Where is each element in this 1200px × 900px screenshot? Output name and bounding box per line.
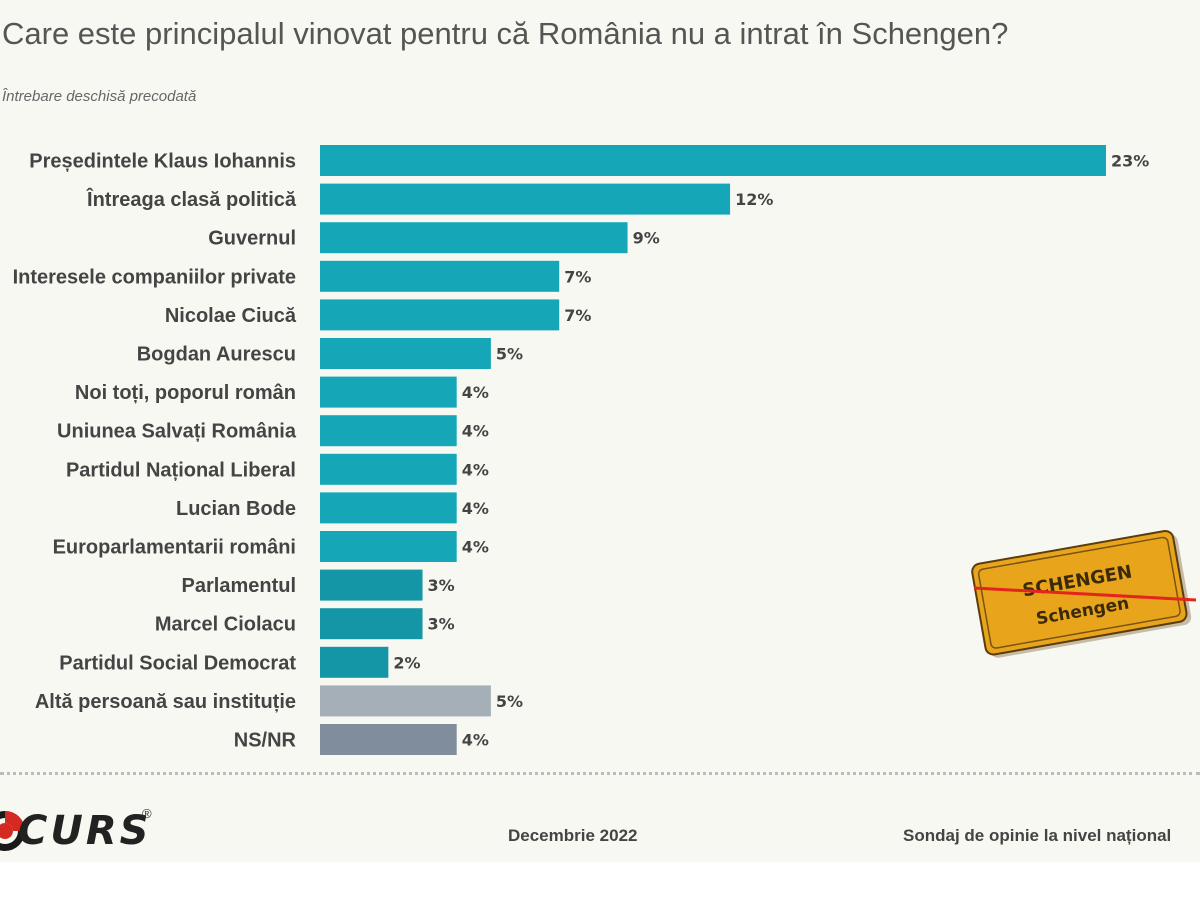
bar (320, 724, 457, 755)
bar (320, 145, 1106, 176)
value-label: 7% (564, 267, 591, 286)
bar (320, 685, 491, 717)
chart-subtitle: Întrebare deschisă precodată (2, 88, 197, 105)
category-label: Președintele Klaus Iohannis (29, 151, 296, 173)
bar (320, 376, 457, 408)
registered-mark: ® (142, 806, 152, 821)
bar (320, 183, 731, 215)
value-label: 23% (1111, 152, 1149, 171)
category-label: Bogdan Aurescu (137, 344, 296, 366)
bar (320, 646, 389, 678)
category-label: Altă persoană sau instituție (35, 691, 296, 713)
value-label: 4% (462, 422, 489, 441)
bar (320, 492, 457, 524)
category-label: Lucian Bode (176, 498, 296, 520)
bar (320, 415, 457, 447)
category-label: Guvernul (208, 228, 296, 250)
footer-note: Sondaj de opinie la nivel național (903, 826, 1172, 845)
category-label: Partidul Național Liberal (66, 459, 296, 481)
bar (320, 569, 423, 601)
category-label: Uniunea Salvați România (57, 421, 297, 443)
bar (320, 453, 457, 485)
category-label: Marcel Ciolacu (155, 614, 296, 636)
sign-strike-line (973, 586, 1197, 602)
slide: Care este principalul vinovat pentru că … (0, 0, 1200, 862)
category-label: Întreaga clasă politică (86, 187, 297, 211)
chart-title: Care este principalul vinovat pentru că … (2, 16, 1009, 51)
bar (320, 299, 560, 331)
footer-divider (0, 772, 1200, 775)
category-label: Partidul Social Democrat (59, 652, 296, 674)
bar (320, 260, 560, 292)
bar (320, 222, 628, 254)
value-label: 9% (633, 229, 660, 248)
category-label: NS/NR (234, 730, 297, 752)
value-label: 5% (496, 345, 523, 364)
category-label: Nicolae Ciucă (165, 305, 297, 327)
value-label: 3% (428, 576, 455, 595)
value-label: 3% (428, 615, 455, 634)
bar (320, 338, 491, 369)
value-label: 4% (462, 731, 489, 750)
footer-date: Decembrie 2022 (508, 826, 638, 845)
bar-chart: Președintele Klaus Iohannis 23% Întreaga c… (13, 145, 1149, 755)
value-label: 2% (393, 653, 420, 672)
value-label: 4% (462, 499, 489, 518)
category-label: Interesele companiilor private (13, 266, 296, 288)
category-label: Europarlamentarii români (53, 537, 296, 559)
category-label: Parlamentul (182, 575, 296, 597)
value-label: 4% (462, 460, 489, 479)
bar (320, 608, 423, 640)
value-label: 4% (462, 538, 489, 557)
category-label: Noi toți, poporul român (75, 382, 296, 404)
curs-logo-text: CURS (18, 808, 152, 854)
value-label: 5% (496, 692, 523, 711)
value-label: 12% (735, 190, 773, 209)
value-label: 4% (462, 383, 489, 402)
value-label: 7% (564, 306, 591, 325)
schengen-sign-icon: SCHENGEN Schengen (971, 530, 1197, 658)
bar (320, 531, 457, 562)
curs-logo-mark-icon (0, 811, 25, 851)
